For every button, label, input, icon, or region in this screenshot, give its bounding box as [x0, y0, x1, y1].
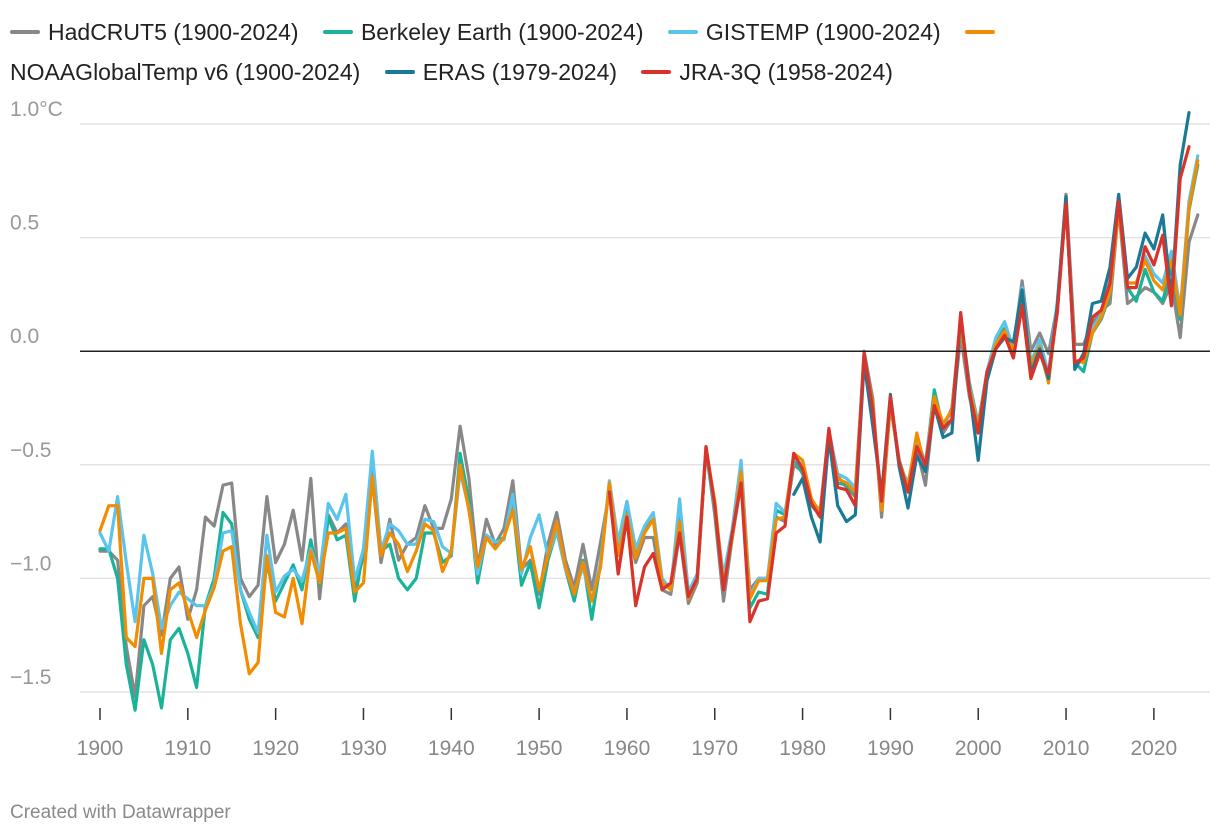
x-tick-label: 1930: [340, 737, 387, 760]
legend-label: GISTEMP (1900-2024): [705, 19, 941, 45]
legend-swatch: [384, 69, 415, 74]
credit-text: Created with Datawrapper: [10, 802, 231, 823]
series-line: [98, 163, 1200, 712]
series-line: [792, 110, 1191, 544]
y-tick-label: 1.0°C: [10, 98, 63, 121]
series-line: [607, 145, 1191, 624]
x-axis: 1900 1910 1920 1930 1940 1950 1960 1970 1980 1990…: [77, 708, 1178, 760]
y-tick-label: 0.5: [10, 212, 39, 235]
legend-item: NOAAGlobalTemp v6 (1900-2024): [10, 19, 1003, 85]
y-tick-label: −0.5: [10, 439, 51, 462]
x-tick-label: 1990: [867, 737, 914, 760]
legend-label: Berkeley Earth (1900-2024): [360, 19, 644, 45]
x-tick-label: 1940: [428, 737, 475, 760]
legend-item: GISTEMP (1900-2024): [667, 19, 941, 45]
y-tick-label: 0.0: [10, 325, 39, 348]
x-tick-label: 1950: [516, 737, 563, 760]
series-line: [98, 192, 1200, 699]
legend-swatch: [322, 29, 353, 34]
legend-item: Berkeley Earth (1900-2024): [322, 19, 644, 45]
y-tick-label: −1.5: [10, 666, 51, 689]
legend-swatch: [667, 29, 698, 34]
x-tick-label: 1980: [779, 737, 826, 760]
legend-swatch: [10, 29, 40, 34]
x-tick-label: 2000: [955, 737, 1002, 760]
x-tick-label: 1970: [691, 737, 738, 760]
legend-swatch: [641, 69, 672, 74]
series-lines: [80, 110, 1210, 712]
x-tick-label: 1900: [77, 737, 124, 760]
x-tick-label: 1910: [164, 737, 211, 760]
legend-item: HadCRUT5 (1900-2024): [10, 19, 299, 45]
legend-label: JRA-3Q (1958-2024): [679, 59, 893, 85]
grid: 1.0°C 0.5 0.0 −0.5 −1.0 −1.5: [10, 98, 1210, 693]
legend-item: ERAS (1979-2024): [384, 59, 618, 85]
legend-item: JRA-3Q (1958-2024): [641, 59, 893, 85]
x-tick-label: 1960: [604, 737, 651, 760]
x-tick-label: 2010: [1043, 737, 1090, 760]
legend-label: ERAS (1979-2024): [422, 59, 618, 85]
x-tick-label: 1920: [252, 737, 299, 760]
legend-swatch: [965, 29, 996, 34]
y-tick-label: −1.0: [10, 552, 51, 575]
chart-legend: HadCRUT5 (1900-2024) Berkeley Earth (190…: [10, 12, 1190, 92]
legend-label: NOAAGlobalTemp v6 (1900-2024): [10, 59, 361, 85]
x-tick-label: 2020: [1131, 737, 1178, 760]
legend-label: HadCRUT5 (1900-2024): [48, 19, 299, 45]
